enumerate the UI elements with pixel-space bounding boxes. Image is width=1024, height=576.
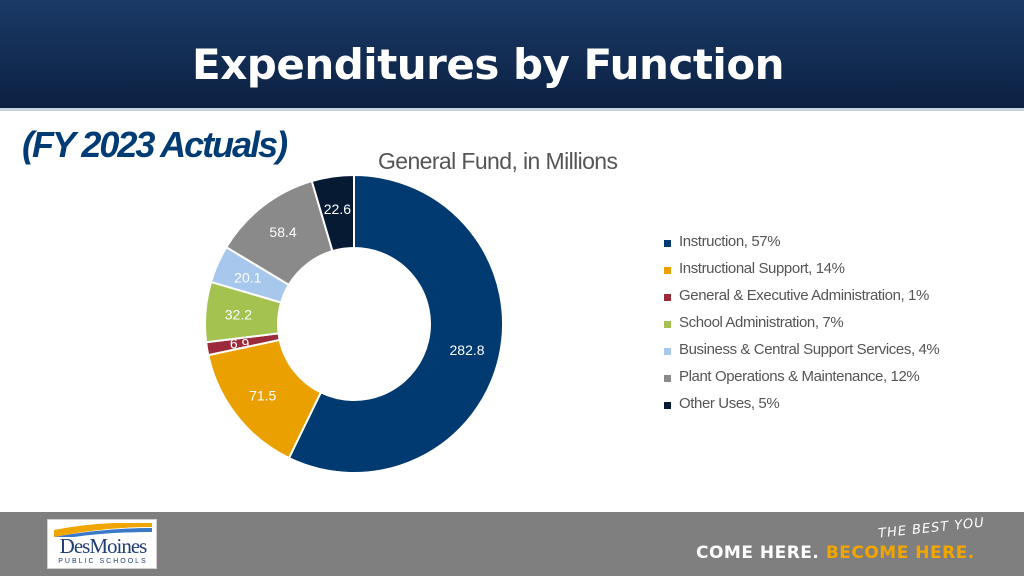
legend-swatch-2 (664, 294, 671, 301)
logo-swoosh-icon (54, 523, 152, 537)
page-title: Expenditures by Function (192, 40, 785, 89)
slice-value-label-6: 22.6 (324, 201, 351, 217)
donut-slices (204, 173, 504, 474)
donut-slice-6 (310, 173, 355, 253)
logo-wordmark: DesMoines (59, 534, 148, 558)
legend-label-2: General & Executive Administration, 1% (679, 287, 929, 304)
legend-swatch-1 (664, 267, 671, 274)
donut-chart: 282.8 71.5 6.9 32.2 20.1 58.4 22.6 (204, 173, 504, 474)
page-subtitle: (FY 2023 Actuals) (22, 124, 288, 165)
slice-value-label-4: 20.1 (234, 269, 261, 285)
chart-title: General Fund, in Millions (378, 148, 618, 174)
slice-value-label-1: 71.5 (249, 388, 276, 404)
slice-value-label-0: 282.8 (450, 342, 485, 358)
tagline-become: BECOME (825, 543, 909, 563)
logo-subtext: PUBLIC SCHOOLS (58, 558, 148, 565)
footer-bar (0, 512, 1024, 576)
tagline: COME HERE. BECOME HERE. (696, 543, 975, 563)
legend-item-5: Plant Operations & Maintenance, 12% (664, 363, 994, 390)
legend-item-3: School Administration, 7% (664, 309, 994, 336)
legend-swatch-3 (664, 321, 671, 328)
legend-swatch-6 (664, 402, 671, 409)
legend-item-1: Instructional Support, 14% (664, 255, 994, 282)
legend-label-0: Instruction, 57% (679, 233, 781, 250)
legend-label-1: Instructional Support, 14% (679, 260, 845, 277)
legend-swatch-5 (664, 375, 671, 382)
header-banner: Expenditures by Function (0, 0, 1024, 108)
legend-label-5: Plant Operations & Maintenance, 12% (679, 368, 920, 385)
header-divider (0, 108, 1024, 111)
legend-label-6: Other Uses, 5% (679, 395, 780, 412)
legend-label-4: Business & Central Support Services, 4% (679, 341, 940, 358)
slice-value-label-5: 58.4 (269, 224, 296, 240)
donut-labels: 282.8 71.5 6.9 32.2 20.1 58.4 22.6 (225, 201, 485, 403)
slice-value-label-2: 6.9 (230, 335, 250, 351)
legend-item-4: Business & Central Support Services, 4% (664, 336, 994, 363)
slice-value-label-3: 32.2 (225, 307, 252, 323)
tagline-come-here: COME HERE. (696, 543, 820, 563)
dmps-logo: DesMoines PUBLIC SCHOOLS (47, 519, 157, 569)
donut-slice-0 (287, 173, 504, 474)
legend-item-0: Instruction, 57% (664, 228, 994, 255)
legend-swatch-0 (664, 240, 671, 247)
tagline-here: HERE. (915, 543, 975, 563)
chart-legend: Instruction, 57% Instructional Support, 1… (664, 228, 994, 417)
legend-label-3: School Administration, 7% (679, 314, 844, 331)
legend-item-2: General & Executive Administration, 1% (664, 282, 994, 309)
legend-swatch-4 (664, 348, 671, 355)
legend-item-6: Other Uses, 5% (664, 390, 994, 417)
